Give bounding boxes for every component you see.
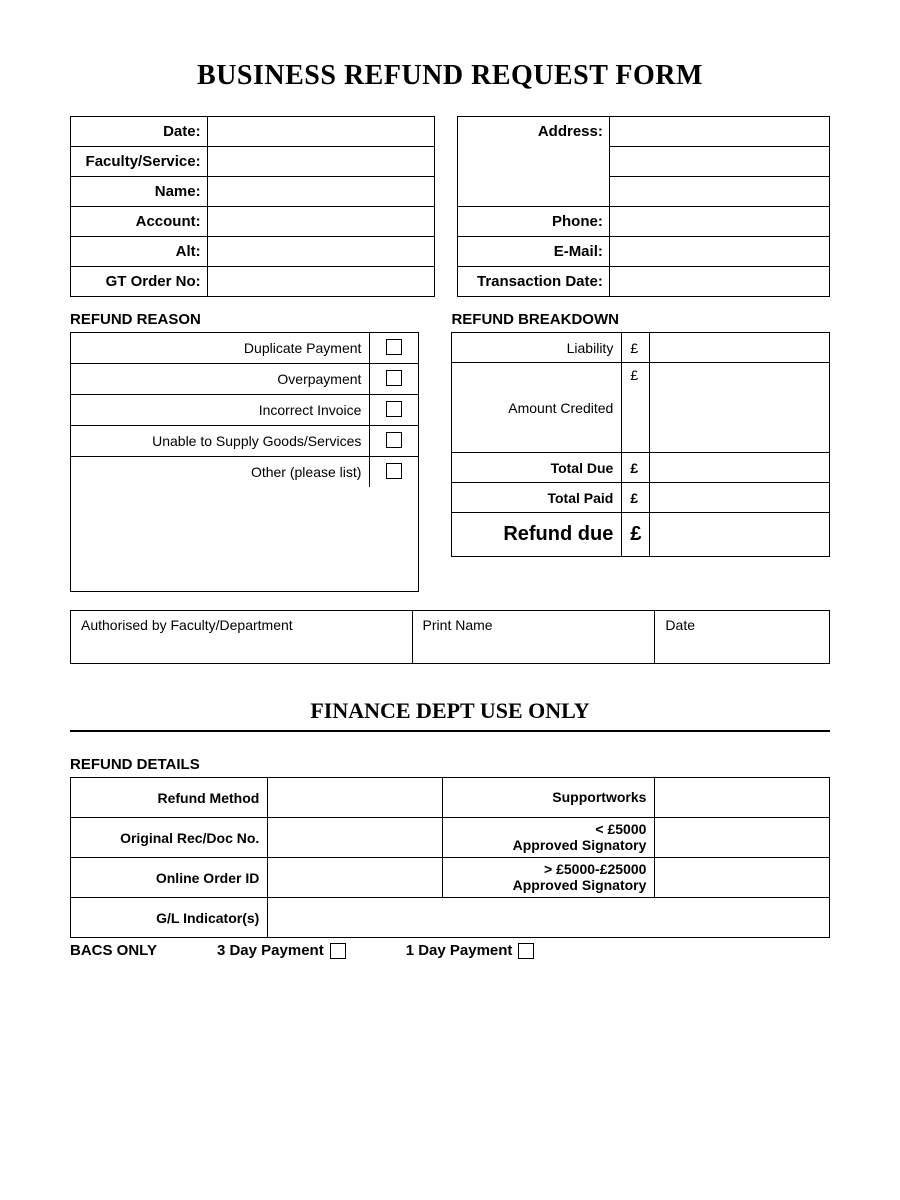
det-r2: > £5000-£25000 Approved Signatory <box>442 858 655 898</box>
label-txn: Transaction Date: <box>458 267 610 297</box>
field-faculty[interactable] <box>207 147 435 177</box>
field-email[interactable] <box>609 237 829 267</box>
currency: £ <box>622 333 650 363</box>
currency: £ <box>622 483 650 513</box>
bd-liability-val[interactable] <box>650 333 830 363</box>
currency: £ <box>622 453 650 483</box>
reason-check-3[interactable] <box>370 432 418 451</box>
reason-check-1[interactable] <box>370 370 418 389</box>
checkbox-icon <box>386 401 402 417</box>
checkbox-icon <box>386 370 402 386</box>
bd-liability-label: Liability <box>452 333 622 363</box>
det-v2[interactable] <box>268 858 443 898</box>
field-alt[interactable] <box>207 237 435 267</box>
currency: £ <box>622 363 650 453</box>
label-phone: Phone: <box>458 207 610 237</box>
reason-label-2: Incorrect Invoice <box>71 395 370 425</box>
bd-totaldue-val[interactable] <box>650 453 830 483</box>
details-header: REFUND DETAILS <box>70 756 830 773</box>
field-phone[interactable] <box>609 207 829 237</box>
det-v3[interactable] <box>268 898 830 938</box>
label-name: Name: <box>71 177 208 207</box>
reason-label-0: Duplicate Payment <box>71 333 370 363</box>
det-v0[interactable] <box>268 778 443 818</box>
bd-refunddue-val[interactable] <box>650 513 830 557</box>
label-account: Account: <box>71 207 208 237</box>
field-address-3[interactable] <box>609 177 829 207</box>
det-rv1[interactable] <box>655 818 830 858</box>
auth-faculty[interactable]: Authorised by Faculty/Department <box>71 611 413 664</box>
reason-label-4: Other (please list) <box>71 457 370 487</box>
bd-credited-val[interactable] <box>650 363 830 453</box>
label-date: Date: <box>71 117 208 147</box>
label-gt: GT Order No: <box>71 267 208 297</box>
bacs-1day[interactable]: 1 Day Payment <box>406 942 535 959</box>
auth-date[interactable]: Date <box>655 611 830 664</box>
details-table: Refund Method Supportworks Original Rec/… <box>70 777 830 938</box>
det-rv2[interactable] <box>655 858 830 898</box>
det-r1: < £5000 Approved Signatory <box>442 818 655 858</box>
bacs-row: BACS ONLY 3 Day Payment 1 Day Payment <box>70 942 830 959</box>
finance-header: FINANCE DEPT USE ONLY <box>70 688 830 732</box>
det-l0: Refund Method <box>71 778 268 818</box>
form-title: BUSINESS REFUND REQUEST FORM <box>70 60 830 92</box>
checkbox-icon <box>386 339 402 355</box>
reason-box: Duplicate Payment Overpayment Incorrect … <box>70 332 419 592</box>
bacs-3day[interactable]: 3 Day Payment <box>217 942 346 959</box>
det-l1: Original Rec/Doc No. <box>71 818 268 858</box>
reason-check-0[interactable] <box>370 339 418 358</box>
breakdown-table: Liability £ Amount Credited £ Total Due … <box>451 332 830 557</box>
field-txn[interactable] <box>609 267 829 297</box>
checkbox-icon <box>518 943 534 959</box>
det-l2: Online Order ID <box>71 858 268 898</box>
reason-check-4[interactable] <box>370 463 418 482</box>
label-email: E-Mail: <box>458 237 610 267</box>
field-account[interactable] <box>207 207 435 237</box>
reason-check-2[interactable] <box>370 401 418 420</box>
bd-totaldue-label: Total Due <box>452 453 622 483</box>
currency: £ <box>622 513 650 557</box>
field-date[interactable] <box>207 117 435 147</box>
det-r0: Supportworks <box>442 778 655 818</box>
bacs-3day-label: 3 Day Payment <box>217 942 324 959</box>
bd-refunddue-label: Refund due <box>452 513 622 557</box>
checkbox-icon <box>386 432 402 448</box>
bd-totalpaid-label: Total Paid <box>452 483 622 513</box>
det-rv0[interactable] <box>655 778 830 818</box>
bacs-1day-label: 1 Day Payment <box>406 942 513 959</box>
checkbox-icon <box>330 943 346 959</box>
reason-header: REFUND REASON <box>70 307 419 332</box>
label-address: Address: <box>458 117 610 207</box>
det-l3: G/L Indicator(s) <box>71 898 268 938</box>
field-gt[interactable] <box>207 267 435 297</box>
field-name[interactable] <box>207 177 435 207</box>
field-address-2[interactable] <box>609 147 829 177</box>
auth-print[interactable]: Print Name <box>412 611 655 664</box>
bd-totalpaid-val[interactable] <box>650 483 830 513</box>
label-alt: Alt: <box>71 237 208 267</box>
breakdown-header: REFUND BREAKDOWN <box>451 307 830 332</box>
info-table: Date: Address: Faculty/Service: Name: Ac… <box>70 116 830 297</box>
reason-label-3: Unable to Supply Goods/Services <box>71 426 370 456</box>
form-page: BUSINESS REFUND REQUEST FORM Date: Addre… <box>0 0 900 1200</box>
label-faculty: Faculty/Service: <box>71 147 208 177</box>
reason-label-1: Overpayment <box>71 364 370 394</box>
bacs-label: BACS ONLY <box>70 942 157 959</box>
det-v1[interactable] <box>268 818 443 858</box>
checkbox-icon <box>386 463 402 479</box>
bd-credited-label: Amount Credited <box>452 363 622 453</box>
auth-table: Authorised by Faculty/Department Print N… <box>70 610 830 664</box>
field-address-1[interactable] <box>609 117 829 147</box>
